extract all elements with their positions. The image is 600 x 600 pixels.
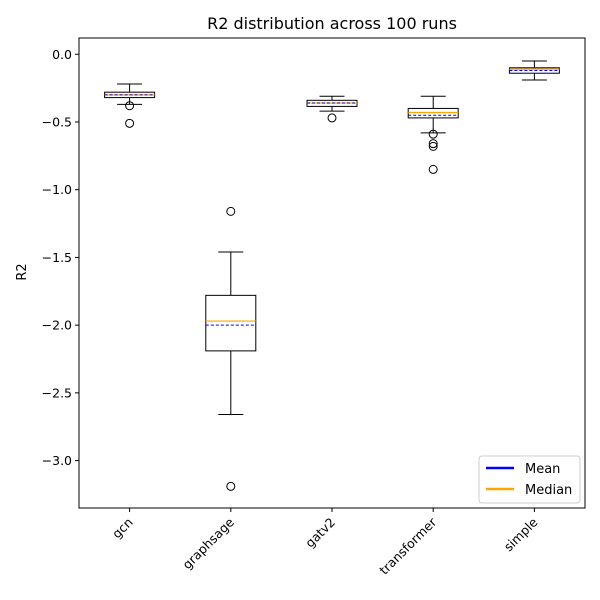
legend: Mean Median bbox=[478, 455, 581, 504]
y-tick-label: −1.0 bbox=[42, 182, 72, 197]
outlier-point bbox=[327, 113, 337, 123]
y-tick-label: −0.5 bbox=[42, 114, 72, 129]
y-axis-label: R2 bbox=[15, 263, 30, 280]
chart-title: R2 distribution across 100 runs bbox=[207, 14, 457, 33]
outlier-point bbox=[125, 118, 135, 128]
outlier-point bbox=[428, 139, 438, 149]
box-iqr bbox=[205, 294, 257, 352]
outlier-point bbox=[226, 206, 236, 216]
legend-mean-label: Mean bbox=[525, 462, 560, 477]
outlier-point bbox=[226, 481, 236, 491]
box-iqr bbox=[407, 107, 459, 119]
y-tick-label: −1.5 bbox=[42, 250, 72, 265]
y-tick-label: −2.5 bbox=[42, 385, 72, 400]
y-tick-label: 0.0 bbox=[52, 47, 72, 62]
legend-median-label: Median bbox=[525, 483, 572, 498]
y-tick-label: −2.0 bbox=[42, 318, 72, 333]
outlier-point bbox=[428, 164, 438, 174]
outlier-point bbox=[428, 141, 438, 151]
plot-frame bbox=[78, 37, 586, 509]
y-tick-label: −3.0 bbox=[42, 453, 72, 468]
outlier-point bbox=[428, 129, 438, 139]
outlier-point bbox=[125, 101, 135, 111]
